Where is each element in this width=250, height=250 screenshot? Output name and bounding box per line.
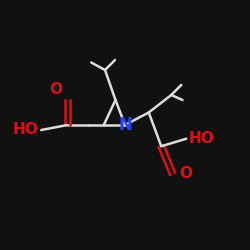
Text: HO: HO: [189, 131, 214, 146]
Text: O: O: [50, 82, 62, 98]
Text: O: O: [179, 166, 192, 181]
Text: HO: HO: [13, 122, 39, 138]
Text: N: N: [118, 116, 132, 134]
